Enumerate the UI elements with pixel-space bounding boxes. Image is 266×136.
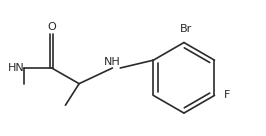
Text: F: F: [224, 90, 231, 100]
Text: O: O: [47, 22, 56, 32]
Text: HN: HN: [8, 63, 25, 73]
Text: NH: NH: [104, 57, 121, 67]
Text: Br: Br: [180, 24, 192, 34]
